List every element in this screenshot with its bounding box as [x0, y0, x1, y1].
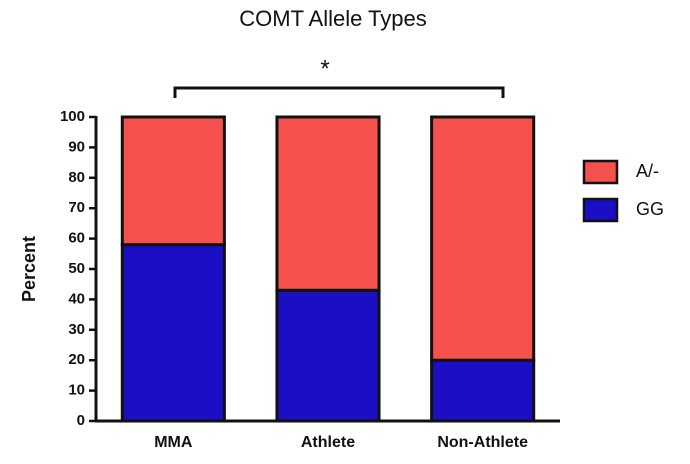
significance-bracket — [173, 86, 505, 98]
y-tick-label: 80 — [68, 169, 85, 186]
legend-swatch — [582, 197, 619, 223]
y-tick-label: 40 — [68, 290, 85, 307]
significance-mark: * — [320, 55, 329, 82]
y-tick-label: 30 — [68, 321, 85, 338]
bar-segment — [430, 115, 536, 362]
bar-segment — [275, 115, 381, 292]
y-tick-label: 50 — [68, 260, 85, 277]
y-tick-label: 90 — [68, 138, 85, 155]
y-tick-label: 70 — [68, 199, 85, 216]
x-tick-label: Athlete — [301, 434, 355, 451]
bar-segment — [275, 288, 381, 423]
y-tick-label: 0 — [77, 412, 85, 429]
y-tick-label: 100 — [60, 108, 85, 125]
y-tick-label: 60 — [68, 230, 85, 247]
x-tick-label: MMA — [154, 434, 193, 451]
y-tick-label: 20 — [68, 351, 85, 368]
legend-swatch — [582, 159, 619, 185]
bar-segment — [430, 358, 536, 423]
y-tick-label: 10 — [68, 382, 85, 399]
bar-segment — [120, 115, 226, 247]
legend-label: A/- — [636, 161, 659, 181]
chart-title: COMT Allele Types — [239, 6, 426, 31]
legend-label: GG — [636, 199, 664, 219]
x-tick-label: Non-Athlete — [437, 434, 528, 451]
y-axis-label: Percent — [19, 236, 39, 302]
bar-segment — [120, 243, 226, 423]
